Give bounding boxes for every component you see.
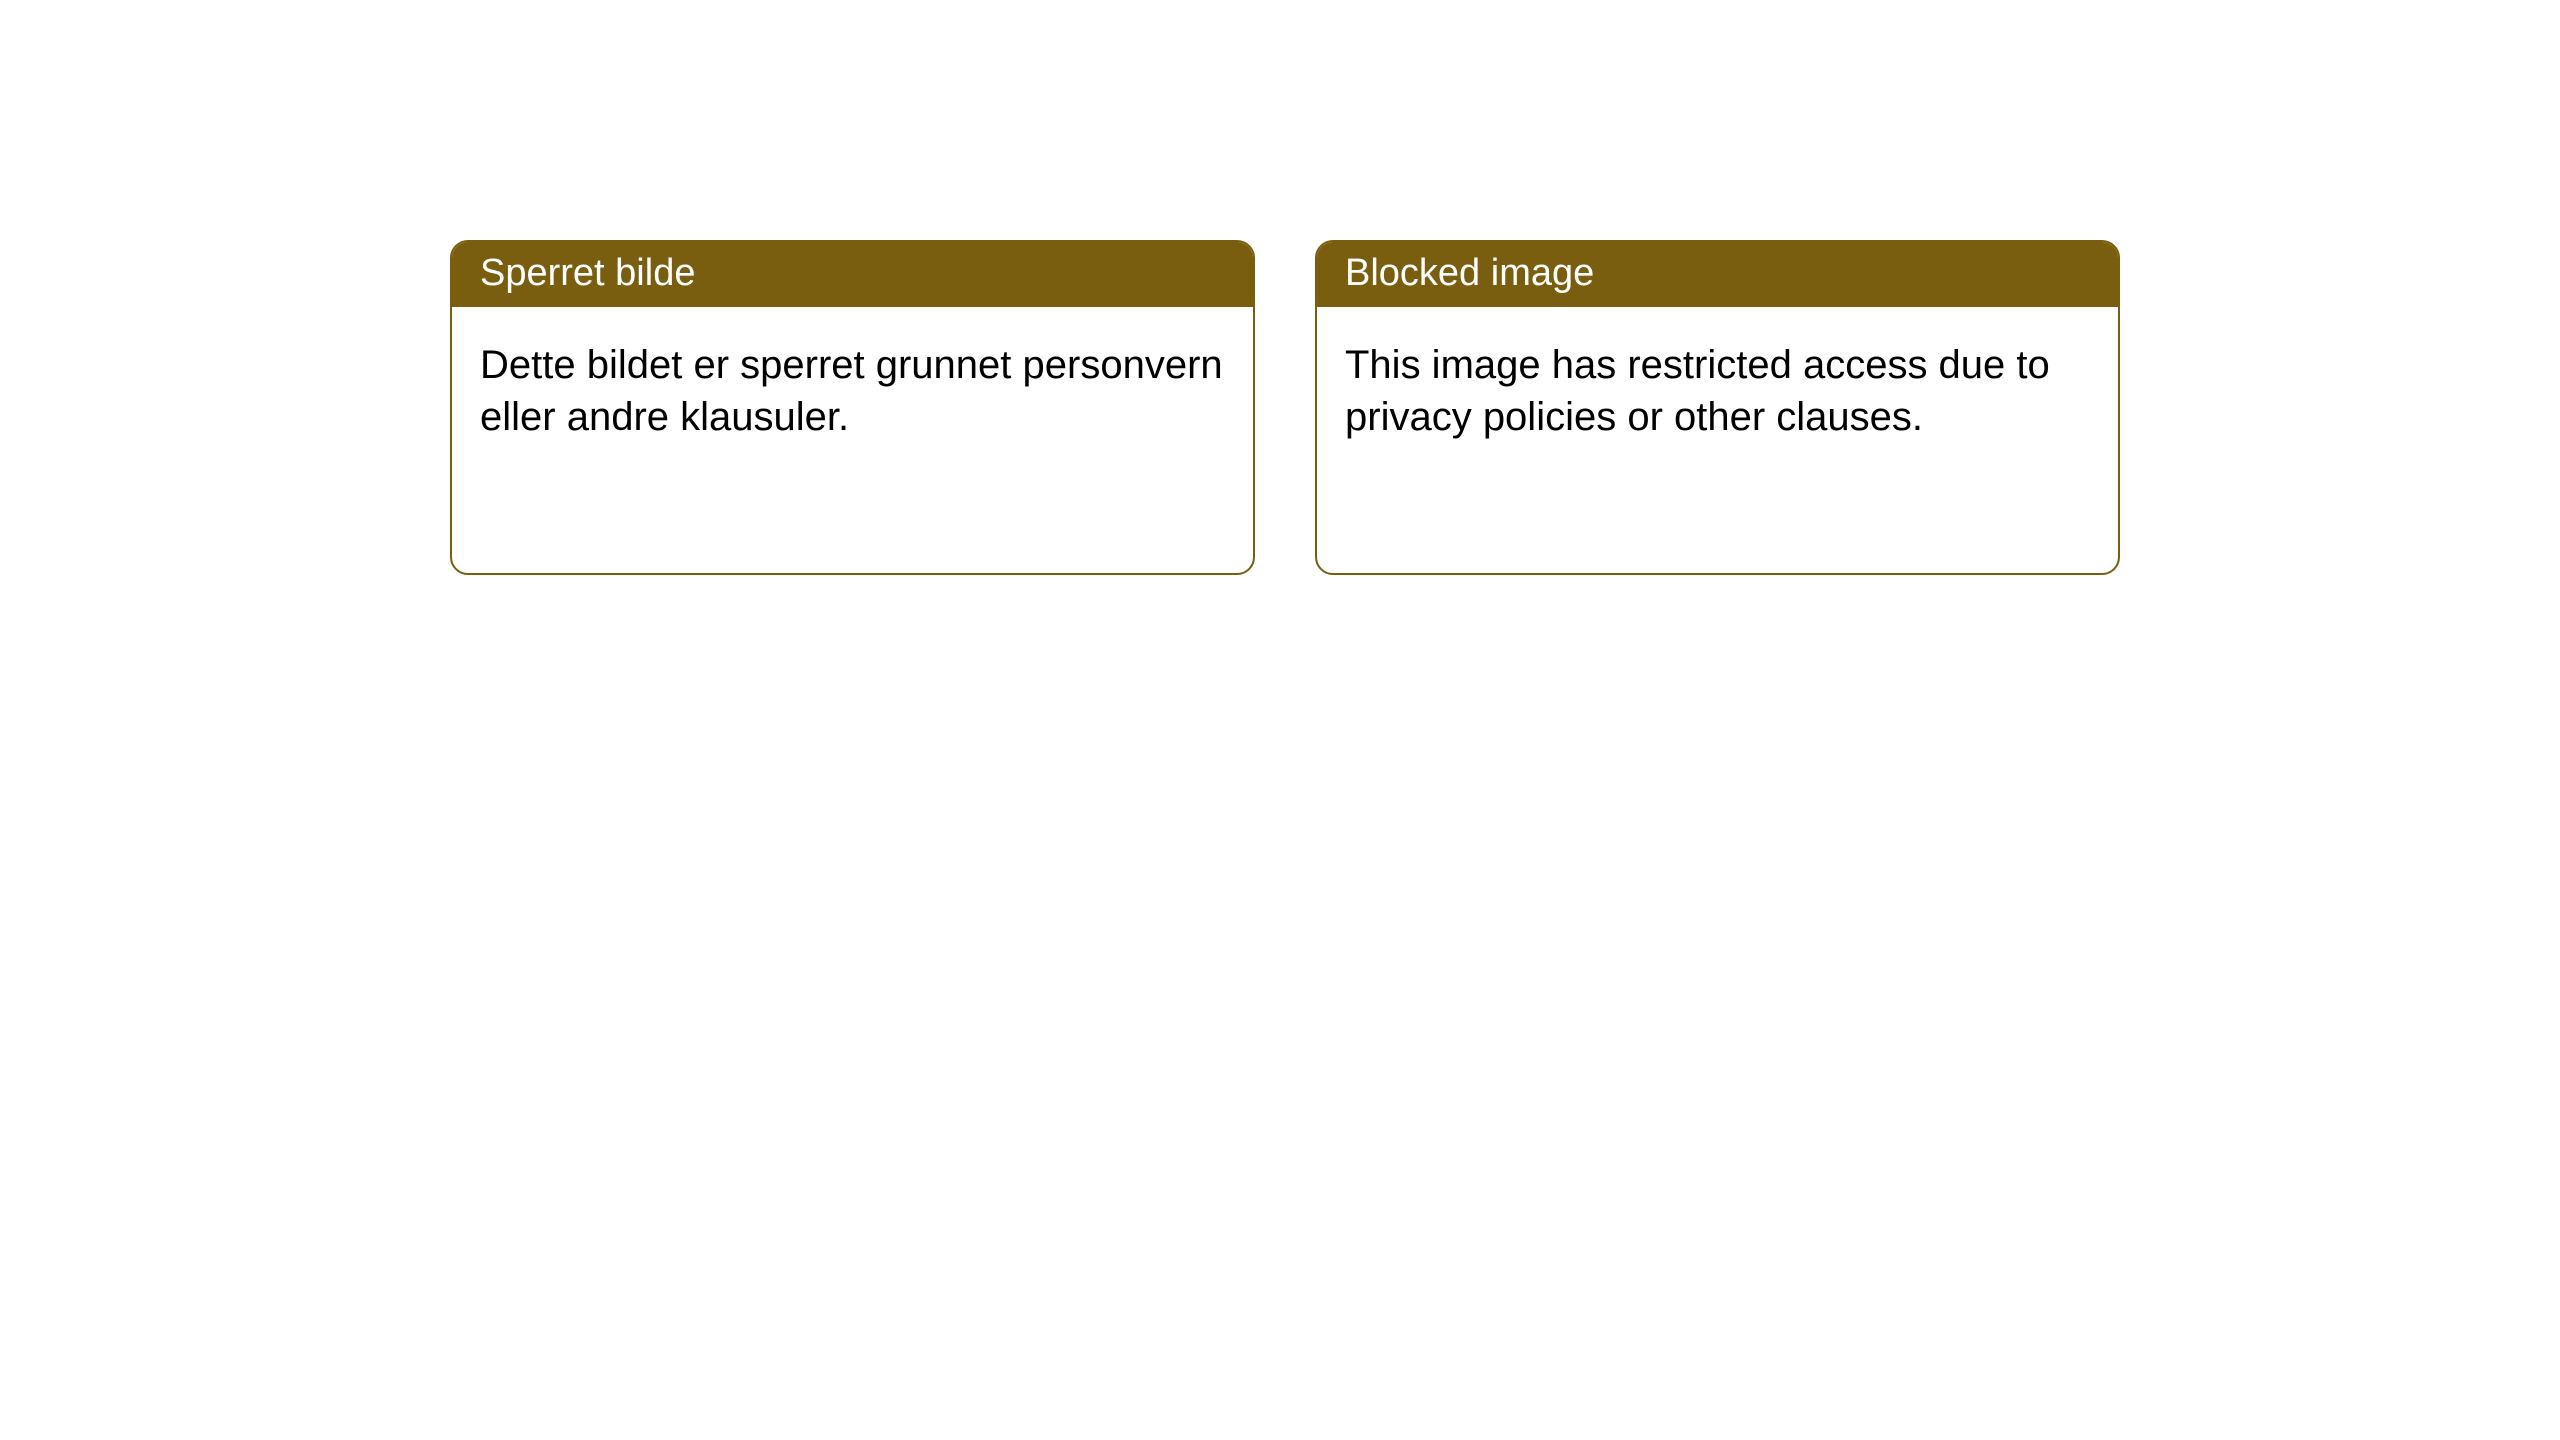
card-container: Sperret bilde Dette bildet er sperret gr…: [0, 0, 2560, 575]
card-header-no: Sperret bilde: [452, 242, 1253, 307]
card-body-no: Dette bildet er sperret grunnet personve…: [452, 307, 1253, 475]
card-body-en: This image has restricted access due to …: [1317, 307, 2118, 475]
blocked-image-card-no: Sperret bilde Dette bildet er sperret gr…: [450, 240, 1255, 575]
card-header-en: Blocked image: [1317, 242, 2118, 307]
blocked-image-card-en: Blocked image This image has restricted …: [1315, 240, 2120, 575]
